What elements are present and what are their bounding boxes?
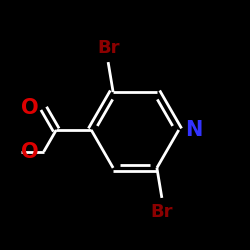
Text: N: N [185,120,202,140]
Text: Br: Br [97,39,120,57]
Text: O: O [21,142,39,162]
Text: O: O [21,98,39,118]
Text: Br: Br [151,203,173,221]
